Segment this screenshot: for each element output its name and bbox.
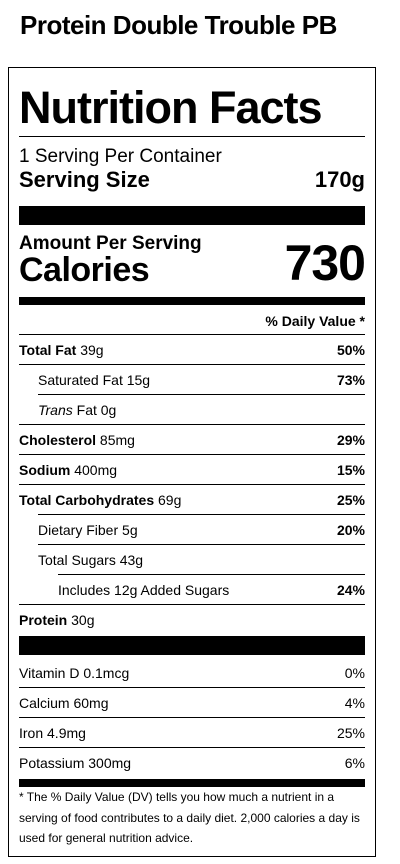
- nutrient-dv-added-sugars: 24%: [336, 582, 365, 598]
- nutrient-dv-sodium: 15%: [336, 462, 365, 478]
- nutrient-name-total-carbohydrates: Total Carbohydrates 69g: [19, 492, 182, 508]
- nutrient-dv-total-carbohydrates: 25%: [336, 492, 365, 508]
- nutrition-facts-heading: Nutrition Facts: [19, 82, 323, 133]
- nutrient-row-saturated-fat: Saturated Fat 15g 73%: [19, 365, 365, 395]
- vitamin-dv-iron: 25%: [336, 725, 365, 741]
- nutrient-name-total-fat: Total Fat 39g: [19, 342, 104, 358]
- nutrient-row-protein: Protein 30g: [19, 605, 365, 635]
- vitamin-row-potassium: Potassium 300mg 6%: [19, 755, 365, 771]
- product-title: Protein Double Trouble PB: [20, 10, 337, 40]
- nutrient-row-trans-fat: Trans Fat 0g: [19, 395, 365, 425]
- nutrition-facts-panel: Nutrition Facts 1 Serving Per Container …: [8, 67, 376, 857]
- nutrient-name-total-sugars: Total Sugars 43g: [38, 552, 144, 568]
- vitamin-row-calcium: Calcium 60mg 4%: [19, 688, 365, 718]
- nutrient-name-dietary-fiber: Dietary Fiber 5g: [38, 522, 138, 538]
- nutrient-dv-dietary-fiber: 20%: [336, 522, 365, 538]
- amount-per-serving: Amount Per Serving: [19, 233, 202, 254]
- nutrient-row-cholesterol: Cholesterol 85mg 29%: [19, 425, 365, 455]
- vitamin-row-iron: Iron 4.9mg 25%: [19, 718, 365, 748]
- thick-divider: [19, 206, 365, 225]
- nutrient-name-protein: Protein 30g: [19, 612, 95, 628]
- nutrient-dv-saturated-fat: 73%: [336, 372, 365, 388]
- nutrient-row-dietary-fiber: Dietary Fiber 5g 20%: [19, 515, 365, 545]
- servings-per-container: 1 Serving Per Container: [19, 146, 222, 167]
- calories-value: 730: [284, 235, 366, 291]
- nutrient-row-added-sugars: Includes 12g Added Sugars 24%: [19, 575, 365, 605]
- medium-divider: [19, 779, 365, 787]
- nutrient-dv-total-fat: 50%: [336, 342, 365, 358]
- nutrient-dv-cholesterol: 29%: [336, 432, 365, 448]
- nutrient-name-sodium: Sodium 400mg: [19, 462, 118, 478]
- serving-size-label: Serving Size: [19, 167, 150, 192]
- nutrient-row-sodium: Sodium 400mg 15%: [19, 455, 365, 485]
- vitamin-dv-vitamin-d: 0%: [344, 665, 365, 681]
- divider: [19, 136, 365, 137]
- daily-value-footnote: * The % Daily Value (DV) tells you how m…: [19, 790, 360, 845]
- medium-divider: [19, 297, 365, 305]
- vitamin-dv-potassium: 6%: [344, 755, 365, 771]
- vitamin-row-vitamin-d: Vitamin D 0.1mcg 0%: [19, 658, 365, 688]
- divider: [19, 334, 365, 335]
- nutrient-name-added-sugars: Includes 12g Added Sugars: [58, 582, 230, 598]
- vitamin-dv-calcium: 4%: [344, 695, 365, 711]
- nutrient-name-trans-fat: Trans Fat 0g: [38, 402, 117, 418]
- nutrient-row-total-fat: Total Fat 39g 50%: [19, 335, 365, 365]
- nutrient-row-total-carbohydrates: Total Carbohydrates 69g 25%: [19, 485, 365, 515]
- nutrient-row-total-sugars: Total Sugars 43g: [19, 545, 365, 575]
- nutrient-name-saturated-fat: Saturated Fat 15g: [38, 372, 151, 388]
- calories-label: Calories: [19, 251, 150, 289]
- thick-divider: [19, 636, 365, 655]
- nutrient-name-cholesterol: Cholesterol 85mg: [19, 432, 135, 448]
- daily-value-header: % Daily Value *: [265, 313, 365, 329]
- serving-size-value: 170g: [314, 167, 365, 192]
